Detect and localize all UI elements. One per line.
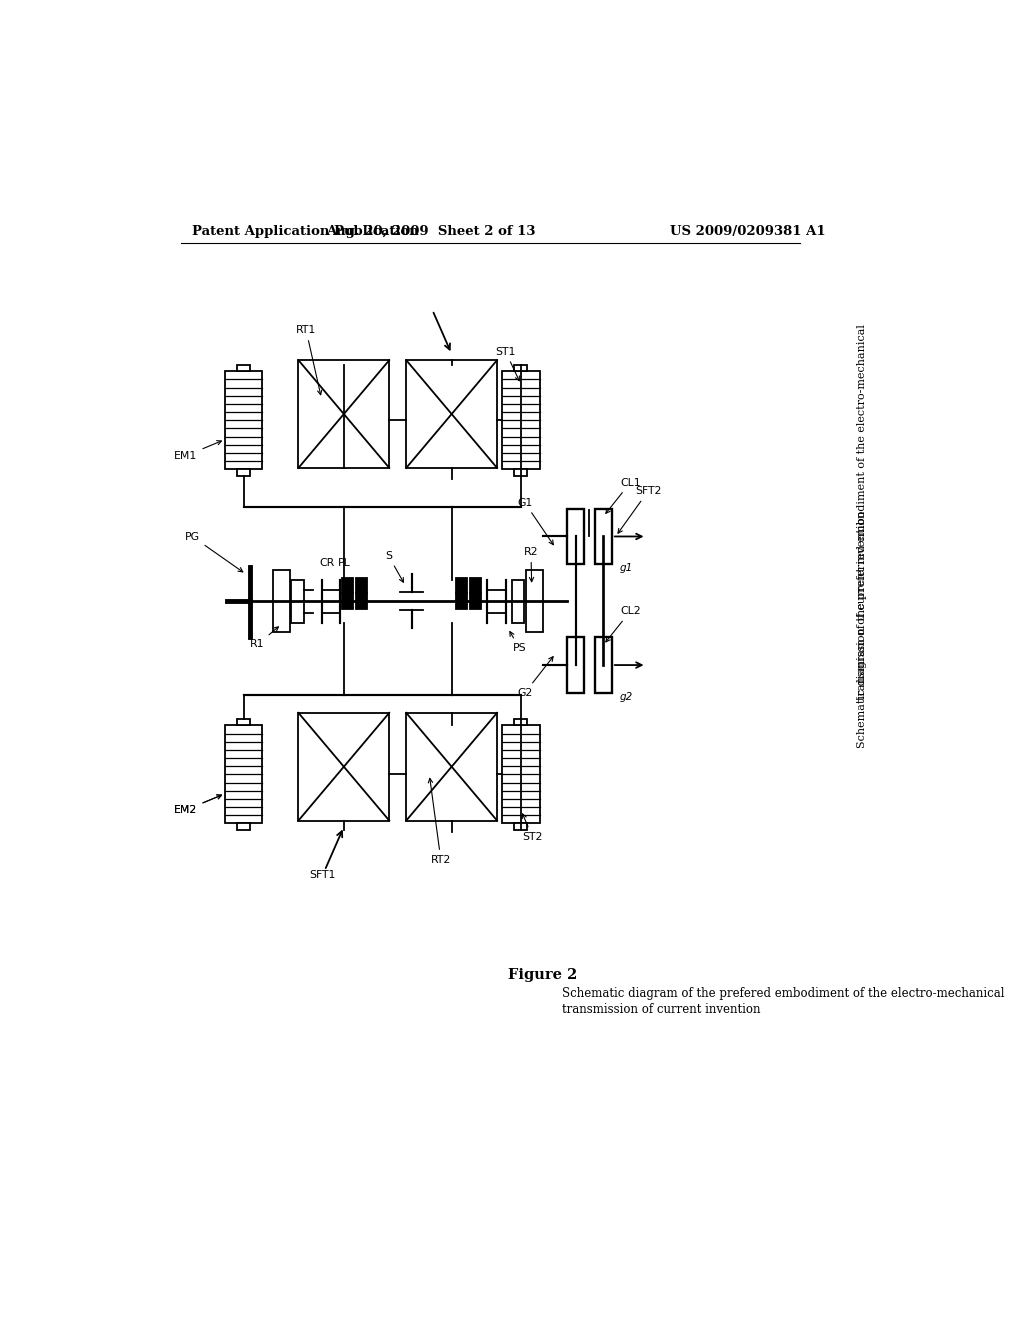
Text: US 2009/0209381 A1: US 2009/0209381 A1	[670, 224, 825, 238]
Text: Schematic diagram of the prefered embodiment of the electro-mechanical: Schematic diagram of the prefered embodi…	[562, 987, 1005, 1001]
Bar	[342, 578, 353, 594]
Bar	[356, 594, 367, 609]
Text: CL2: CL2	[606, 606, 641, 642]
Bar	[526, 570, 544, 632]
Text: RT2: RT2	[428, 779, 451, 865]
Bar	[298, 713, 389, 821]
Text: Patent Application Publication: Patent Application Publication	[193, 224, 419, 238]
Text: transmission of current invention: transmission of current invention	[857, 511, 867, 700]
Text: Figure 2: Figure 2	[508, 968, 578, 982]
Bar	[514, 719, 527, 726]
Text: RT1: RT1	[296, 325, 322, 395]
Text: CL1: CL1	[606, 478, 641, 513]
Bar	[342, 594, 353, 609]
Bar	[238, 469, 250, 475]
Bar	[407, 713, 497, 821]
Bar	[567, 638, 584, 693]
Text: ST2: ST2	[522, 814, 543, 842]
Bar	[503, 726, 540, 824]
Bar	[514, 364, 527, 371]
Text: PS: PS	[510, 631, 526, 653]
Bar	[225, 726, 262, 824]
Bar	[407, 360, 497, 469]
Bar	[457, 594, 467, 609]
Text: EM2: EM2	[174, 795, 221, 814]
Bar	[595, 638, 611, 693]
Bar	[512, 579, 524, 623]
Text: SFT2: SFT2	[618, 486, 662, 533]
Bar	[225, 371, 262, 469]
Text: g2: g2	[620, 692, 633, 702]
Text: PG: PG	[185, 532, 243, 572]
Text: G1: G1	[517, 498, 553, 545]
Bar	[238, 364, 250, 371]
Bar	[567, 508, 584, 564]
Bar	[238, 824, 250, 830]
Text: ST1: ST1	[496, 347, 519, 380]
Bar	[292, 579, 304, 623]
Text: EM1: EM1	[174, 441, 221, 461]
Bar	[356, 578, 367, 594]
Text: S: S	[385, 550, 403, 582]
Bar	[457, 578, 467, 594]
Text: R1: R1	[250, 627, 279, 649]
Bar	[470, 594, 481, 609]
Bar	[595, 508, 611, 564]
Bar	[238, 719, 250, 726]
Bar	[470, 578, 481, 594]
Text: R2: R2	[523, 546, 539, 582]
Bar	[514, 824, 527, 830]
Text: g1: g1	[620, 564, 633, 573]
Text: CR: CR	[319, 558, 335, 569]
Text: SFT1: SFT1	[309, 870, 336, 880]
Bar	[514, 469, 527, 475]
Text: EM2: EM2	[174, 795, 221, 814]
Bar	[503, 371, 540, 469]
Text: Schematic diagram of the preferred embodiment of the electro-mechanical: Schematic diagram of the preferred embod…	[857, 323, 867, 747]
Text: transmission of current invention: transmission of current invention	[562, 1003, 760, 1016]
Text: PL: PL	[338, 558, 351, 569]
Bar	[298, 360, 389, 469]
Bar	[273, 570, 290, 632]
Text: G2: G2	[517, 656, 553, 698]
Text: Aug. 20, 2009  Sheet 2 of 13: Aug. 20, 2009 Sheet 2 of 13	[326, 224, 536, 238]
